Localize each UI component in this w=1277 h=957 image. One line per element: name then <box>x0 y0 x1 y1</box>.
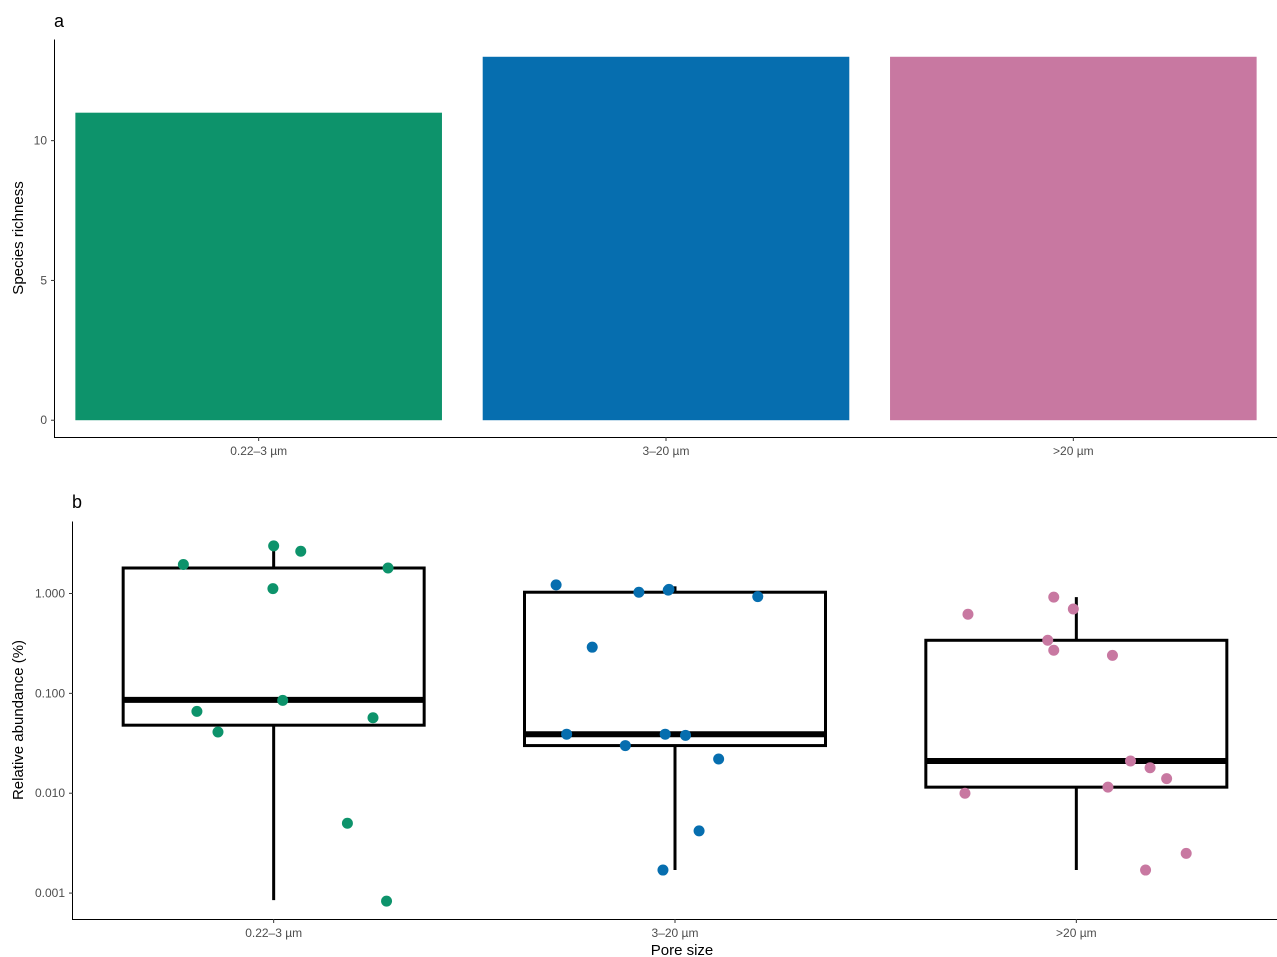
panel-a-x-ticks: 0.22–3 µm 3–20 µm >20 µm <box>230 437 1094 458</box>
data-point <box>962 608 974 620</box>
data-point <box>1180 847 1192 859</box>
data-point <box>341 817 353 829</box>
data-point <box>268 540 280 552</box>
boxplot-1 <box>121 545 426 901</box>
panel-b-x-axis-title: Pore size <box>651 942 714 957</box>
panel-a-y-axis-title: Species richness <box>10 181 27 294</box>
data-point <box>381 895 393 907</box>
box <box>924 638 1229 789</box>
data-point <box>959 787 971 799</box>
boxplot-2 <box>523 586 827 871</box>
panel-b-points <box>177 540 1192 907</box>
y-tick-label: 0.010 <box>35 786 65 800</box>
data-point <box>619 740 631 752</box>
panel-a-axes <box>54 39 1277 438</box>
x-tick-label: >20 µm <box>1056 926 1097 940</box>
data-point <box>382 562 394 574</box>
data-point <box>1140 864 1152 876</box>
y-tick-label: 0.001 <box>35 886 65 900</box>
panel-b-axes <box>72 521 1277 920</box>
panel-b-y-ticks: 0.001 0.010 0.100 1.000 <box>35 586 73 900</box>
panel-a-tag: a <box>54 11 65 31</box>
bar-1 <box>75 112 442 421</box>
panel-b-tag: b <box>72 492 82 512</box>
data-point <box>1102 781 1114 793</box>
data-point <box>212 726 224 738</box>
data-point <box>586 641 598 653</box>
bar-2 <box>482 56 850 421</box>
panel-b-boxplots <box>121 545 1229 901</box>
data-point <box>1106 649 1118 661</box>
x-tick-label: >20 µm <box>1053 444 1094 458</box>
panel-a-y-ticks: 0 5 10 <box>34 134 55 427</box>
data-point <box>1042 634 1054 646</box>
y-tick-label: 0.100 <box>35 686 65 700</box>
data-point <box>191 705 203 717</box>
x-tick-label: 0.22–3 µm <box>230 444 287 458</box>
data-point <box>295 545 307 557</box>
box <box>121 566 426 727</box>
y-tick-label: 10 <box>34 134 48 148</box>
x-tick-label: 0.22–3 µm <box>245 926 302 940</box>
data-point <box>680 729 692 741</box>
data-point <box>1161 773 1173 785</box>
x-tick-label: 3–20 µm <box>643 444 690 458</box>
box <box>523 590 827 748</box>
data-point <box>713 753 725 765</box>
data-point <box>633 586 645 598</box>
data-point <box>277 694 289 706</box>
bar-3 <box>890 56 1257 421</box>
data-point <box>1125 755 1137 767</box>
data-point <box>267 583 279 595</box>
panel-b: b 0.001 0.010 0.100 1.000 0.22–3 µm 3–20 µm >… <box>10 492 1277 957</box>
data-point <box>1048 591 1060 603</box>
data-point <box>752 591 764 603</box>
x-tick-label: 3–20 µm <box>652 926 699 940</box>
data-point <box>657 864 669 876</box>
data-point <box>177 559 189 571</box>
data-point <box>693 825 705 837</box>
y-tick-label: 0 <box>40 413 47 427</box>
data-point <box>561 728 573 740</box>
data-point <box>1048 644 1060 656</box>
y-tick-label: 5 <box>40 273 47 287</box>
data-point <box>367 712 379 724</box>
data-point <box>659 728 671 740</box>
boxplot-3 <box>924 597 1229 871</box>
data-point <box>1144 762 1156 774</box>
panel-a: a 0 5 10 0.22–3 µm 3–20 µm >20 µm Species ri… <box>10 11 1277 458</box>
data-point <box>662 584 674 596</box>
panel-b-x-ticks: 0.22–3 µm 3–20 µm >20 µm <box>245 919 1097 940</box>
data-point <box>1067 603 1079 615</box>
panel-a-bars <box>75 56 1257 421</box>
data-point <box>550 579 562 591</box>
y-tick-label: 1.000 <box>35 586 65 600</box>
panel-b-y-axis-title: Relative abundance (%) <box>10 640 27 800</box>
